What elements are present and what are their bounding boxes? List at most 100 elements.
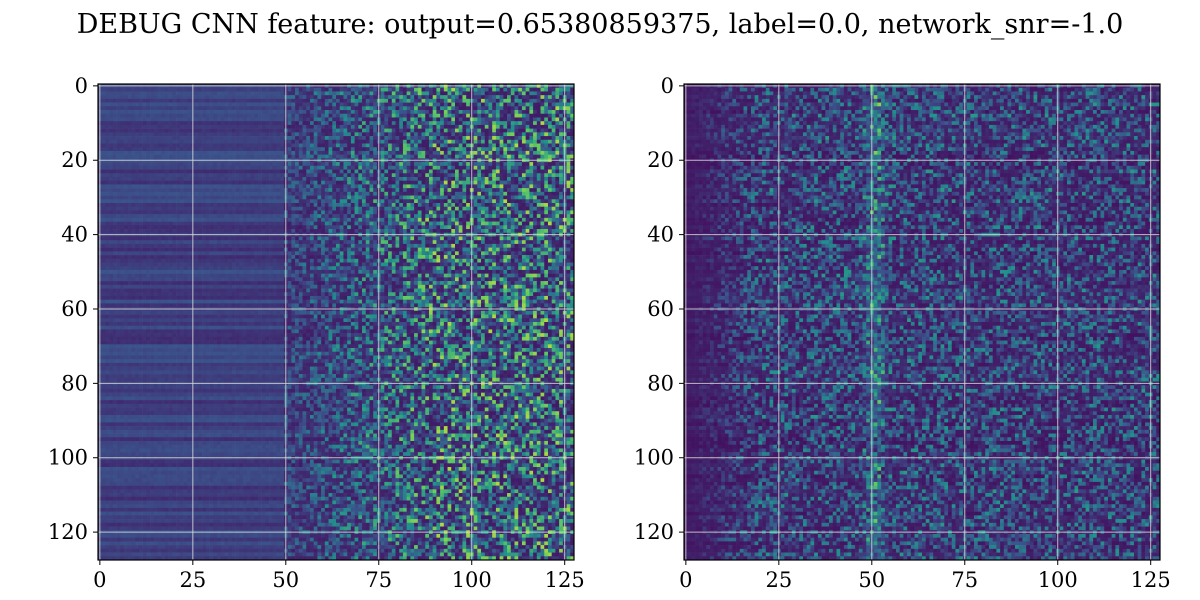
heatmap-cell: [299, 103, 303, 107]
heatmap-cell: [492, 103, 496, 107]
heatmap-cell: [384, 114, 388, 118]
heatmap-cell: [105, 91, 109, 95]
heatmap-cell: [269, 110, 273, 114]
heatmap-cell: [198, 91, 202, 95]
heatmap-cell: [236, 110, 240, 114]
heatmap-cell: [224, 103, 228, 107]
heatmap-cell: [135, 117, 139, 121]
heatmap-cell: [243, 117, 247, 121]
heatmap-cell: [299, 106, 303, 110]
heatmap-cell: [273, 110, 277, 114]
heatmap-cell: [299, 110, 303, 114]
heatmap-cell: [277, 106, 281, 110]
heatmap-cell: [410, 106, 414, 110]
heatmap-cell: [180, 114, 184, 118]
heatmap-cell: [559, 110, 563, 114]
heatmap-cell: [351, 95, 355, 99]
heatmap-cell: [210, 110, 214, 114]
heatmap-cell: [418, 88, 422, 92]
heatmap-cell: [515, 88, 519, 92]
heatmap-cell: [120, 114, 124, 118]
heatmap-cell: [548, 110, 552, 114]
heatmap-cell: [161, 117, 165, 121]
heatmap-cell: [340, 99, 344, 103]
heatmap-cell: [109, 110, 113, 114]
heatmap-cell: [105, 103, 109, 107]
heatmap-cell: [303, 91, 307, 95]
heatmap-cell: [221, 95, 225, 99]
heatmap-cell: [485, 88, 489, 92]
heatmap-cell: [250, 103, 254, 107]
heatmap-cell: [161, 114, 165, 118]
heatmap-cell: [414, 95, 418, 99]
heatmap-cell: [518, 106, 522, 110]
heatmap-cell: [436, 91, 440, 95]
heatmap-cell: [321, 110, 325, 114]
heatmap-cell: [154, 91, 158, 95]
heatmap-cell: [455, 88, 459, 92]
heatmap-cell: [444, 91, 448, 95]
heatmap-cell: [552, 99, 556, 103]
heatmap-cell: [555, 91, 559, 95]
heatmap-cell: [462, 91, 466, 95]
heatmap-cell: [567, 106, 571, 110]
heatmap-cell: [477, 95, 481, 99]
heatmap-cell: [399, 103, 403, 107]
heatmap-cell: [310, 91, 314, 95]
heatmap-cell: [150, 91, 154, 95]
heatmap-cell: [158, 91, 162, 95]
heatmap-cell: [459, 91, 463, 95]
heatmap-cell: [425, 110, 429, 114]
heatmap-cell: [414, 110, 418, 114]
heatmap-cell: [392, 106, 396, 110]
heatmap-cell: [180, 103, 184, 107]
heatmap-cell: [124, 95, 128, 99]
heatmap-cell: [146, 106, 150, 110]
heatmap-cell: [325, 95, 329, 99]
heatmap-cell: [176, 91, 180, 95]
heatmap-cell: [131, 114, 135, 118]
heatmap-cell: [243, 88, 247, 92]
heatmap-cell: [102, 110, 106, 114]
heatmap-cell: [436, 88, 440, 92]
heatmap-cell: [518, 95, 522, 99]
heatmap-cell: [306, 99, 310, 103]
heatmap-cell: [474, 114, 478, 118]
heatmap-cell: [433, 99, 437, 103]
heatmap-cell: [146, 95, 150, 99]
heatmap-cell: [184, 110, 188, 114]
heatmap-cell: [150, 88, 154, 92]
heatmap-cell: [515, 106, 519, 110]
heatmap-cell: [396, 106, 400, 110]
heatmap-cell: [102, 95, 106, 99]
heatmap-cell: [154, 117, 158, 121]
heatmap-cell: [135, 88, 139, 92]
heatmap-cell: [184, 114, 188, 118]
heatmap-cell: [410, 99, 414, 103]
heatmap-cell: [131, 110, 135, 114]
heatmap-cell: [146, 103, 150, 107]
heatmap-cell: [474, 88, 478, 92]
heatmap-cell: [317, 103, 321, 107]
heatmap-cell: [399, 99, 403, 103]
heatmap-cell: [433, 106, 437, 110]
heatmap-cell: [548, 91, 552, 95]
heatmap-cell: [314, 88, 318, 92]
heatmap-cell: [436, 106, 440, 110]
heatmap-cell: [143, 106, 147, 110]
heatmap-cell: [288, 88, 292, 92]
heatmap-cell: [529, 106, 533, 110]
heatmap-cell: [343, 91, 347, 95]
heatmap-cell: [381, 88, 385, 92]
heatmap-cell: [492, 99, 496, 103]
heatmap-cell: [139, 95, 143, 99]
heatmap-cell: [236, 99, 240, 103]
heatmap-cell: [228, 91, 232, 95]
heatmap-cell: [239, 88, 243, 92]
heatmap-cell: [135, 99, 139, 103]
heatmap-cell: [451, 103, 455, 107]
heatmap-cell: [355, 114, 359, 118]
heatmap-cell: [258, 106, 262, 110]
heatmap-cell: [195, 110, 199, 114]
heatmap-cell: [526, 103, 530, 107]
